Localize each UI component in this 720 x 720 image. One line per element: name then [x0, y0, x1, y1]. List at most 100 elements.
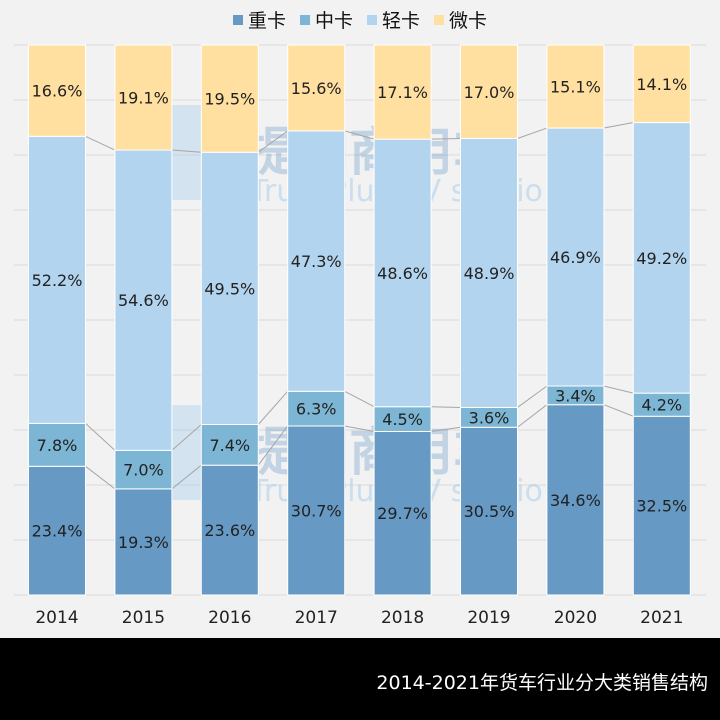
- chart-plot: 提加商用车TruckPlus CV studio提加商用车TruckPlus C…: [14, 44, 706, 628]
- data-label: 7.0%: [123, 461, 164, 480]
- legend-label: 微卡: [449, 10, 488, 32]
- legend-swatch: [367, 14, 377, 25]
- bar-segment: [632, 122, 691, 394]
- bar-segment: [200, 44, 259, 153]
- bar-segment: [632, 44, 691, 124]
- bar-segment: [28, 44, 86, 137]
- series-line: [85, 465, 116, 490]
- data-label: 30.7%: [291, 501, 342, 520]
- bar-segment: [287, 425, 346, 596]
- data-label: 29.7%: [377, 504, 428, 523]
- footer-band: 2014-2021年货车行业分大类销售结构: [0, 638, 720, 720]
- data-label: 48.6%: [377, 264, 428, 283]
- bar-segment: [287, 44, 346, 132]
- bar-segment: [460, 138, 518, 408]
- data-label: 34.6%: [550, 491, 601, 510]
- legend-swatch: [232, 14, 243, 25]
- bar-segment: [114, 149, 173, 451]
- series-line: [603, 122, 634, 129]
- bar-segment: [114, 44, 173, 151]
- data-label: 14.1%: [636, 75, 687, 94]
- bar-segment: [373, 138, 432, 408]
- legend-label: 中卡: [314, 10, 353, 32]
- legend: 重卡 中卡 轻卡 微卡: [0, 6, 720, 33]
- series-line: [171, 424, 202, 451]
- legend-swatch: [434, 14, 445, 25]
- bar-segment: [28, 135, 86, 424]
- data-label: 15.6%: [291, 79, 342, 98]
- bar-segment: [546, 127, 605, 387]
- bar-segment: [114, 449, 173, 490]
- chart-title: 2014-2021年货车行业分大类销售结构: [376, 672, 708, 694]
- series-line: [603, 404, 634, 417]
- data-label: 19.3%: [118, 533, 169, 552]
- data-label: 17.0%: [464, 83, 515, 102]
- data-label: 48.9%: [464, 264, 515, 283]
- data-label: 4.5%: [382, 410, 423, 429]
- series-line: [517, 404, 548, 428]
- data-label: 16.6%: [32, 82, 83, 101]
- series-line: [257, 390, 289, 425]
- bar-segment: [200, 424, 259, 466]
- series-line: [171, 149, 202, 153]
- data-label: 17.1%: [377, 83, 428, 102]
- bar-segment: [546, 44, 605, 129]
- bar-segment: [287, 390, 346, 427]
- series-line: [431, 406, 461, 408]
- legend-label: 轻卡: [382, 10, 421, 32]
- series-line: [85, 423, 116, 451]
- data-label: 23.6%: [204, 521, 255, 540]
- legend-item: 中卡: [299, 6, 353, 33]
- series-line: [171, 464, 202, 490]
- bar-segment: [373, 430, 432, 596]
- x-tick-label: 2017: [295, 608, 338, 628]
- x-tick-label: 2020: [554, 608, 597, 628]
- series-line: [344, 425, 375, 432]
- data-label: 3.6%: [469, 408, 510, 427]
- series-line: [517, 385, 548, 408]
- legend-label: 重卡: [247, 10, 286, 32]
- series-line: [258, 130, 288, 153]
- data-label: 49.2%: [636, 249, 687, 268]
- data-label: 32.5%: [636, 497, 687, 516]
- bar-segment: [200, 464, 259, 596]
- legend-item: 轻卡: [367, 6, 420, 33]
- data-label: 3.4%: [555, 386, 596, 405]
- bar-segment: [28, 465, 86, 596]
- bar-segment: [373, 44, 432, 140]
- bar-segment: [114, 488, 173, 596]
- data-label: 49.5%: [204, 279, 255, 298]
- data-label: 54.6%: [118, 291, 169, 310]
- bar-segment: [632, 415, 691, 596]
- data-label: 7.8%: [37, 436, 78, 455]
- series-line: [344, 390, 375, 408]
- x-tick-label: 2014: [35, 608, 78, 628]
- legend-swatch: [299, 14, 310, 25]
- data-label: 7.4%: [209, 436, 250, 455]
- data-label: 23.4%: [32, 522, 83, 541]
- data-label: 19.1%: [118, 89, 169, 108]
- series-line: [517, 127, 548, 139]
- series-line: [85, 135, 116, 151]
- series-line: [257, 425, 289, 466]
- data-label: 19.5%: [204, 90, 255, 109]
- bar-segment: [287, 130, 346, 392]
- x-tick-label: 2019: [467, 608, 510, 628]
- series-line: [344, 130, 375, 140]
- series-line: [603, 385, 634, 394]
- bar-segment: [460, 44, 518, 139]
- data-label: 30.5%: [464, 502, 515, 521]
- legend-item: 重卡: [232, 6, 286, 33]
- data-label: 4.2%: [641, 396, 682, 415]
- bar-segment: [460, 426, 518, 596]
- data-label: 47.3%: [291, 252, 342, 271]
- bar-segment: [200, 151, 259, 425]
- bar-segment: [373, 406, 432, 432]
- data-label: 46.9%: [550, 248, 601, 267]
- x-tick-label: 2018: [381, 608, 424, 628]
- legend-item: 微卡: [434, 6, 487, 33]
- bar-segment: [28, 422, 86, 467]
- x-tick-label: 2016: [208, 608, 251, 628]
- data-label: 15.1%: [550, 78, 601, 97]
